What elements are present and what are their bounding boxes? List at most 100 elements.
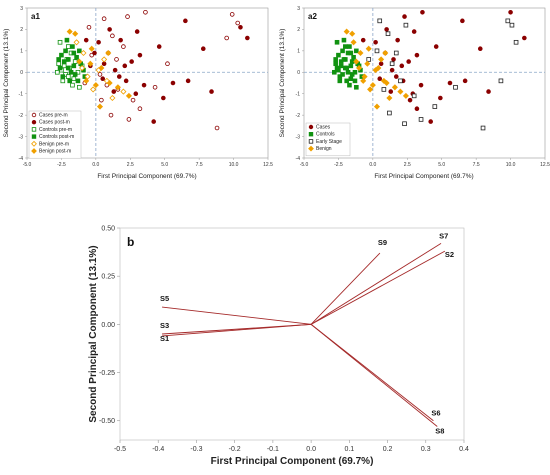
data-point — [350, 39, 357, 46]
data-point — [84, 73, 91, 80]
data-point — [341, 37, 347, 43]
data-point — [92, 50, 97, 56]
chart-b: b -0.5 -0.4 -0.3 -0.2 -0.1 0.0 0.1 0.2 0.3 0.4 0.5… — [85, 222, 475, 470]
data-point — [183, 18, 188, 24]
data-point — [344, 78, 349, 84]
y-tick-label: -2 — [296, 113, 301, 119]
y-tick-label: -1 — [19, 92, 24, 98]
data-point — [73, 39, 80, 46]
x-tick-label: 5.0 — [161, 162, 168, 168]
data-point — [372, 67, 379, 74]
legend-box — [28, 110, 82, 159]
data-point — [360, 37, 366, 43]
legend-label: Controls pre-m — [39, 127, 72, 133]
data-point — [402, 14, 407, 19]
y-tick-label: 2 — [20, 27, 23, 33]
data-point — [338, 63, 344, 69]
data-point — [61, 59, 67, 64]
data-point — [505, 18, 511, 24]
data-point — [66, 44, 71, 49]
x-tick-label: 12.5 — [263, 162, 273, 168]
x-tick-label: 0.2 — [383, 446, 393, 453]
data-point — [344, 65, 349, 71]
data-point — [71, 76, 77, 82]
y-tick-label: 3 — [297, 6, 300, 12]
data-point — [522, 35, 527, 41]
y-axis-label: Second Principal Component (13.1%) — [3, 29, 10, 138]
y-tick-label: 2 — [297, 27, 300, 33]
data-point — [76, 58, 83, 65]
y-tick-label: 0 — [20, 70, 23, 76]
data-point — [54, 69, 60, 75]
legend-label: Cases post-m — [39, 120, 70, 126]
plot-frame — [119, 227, 465, 441]
data-point — [96, 103, 104, 110]
data-point — [74, 54, 79, 60]
x-tick-label: 10.0 — [229, 162, 239, 168]
data-point — [137, 52, 143, 58]
data-point — [384, 27, 389, 32]
legend-marker — [308, 139, 314, 144]
y-tick-label: 1 — [297, 49, 300, 55]
y-tick-label: -2 — [19, 113, 24, 119]
data-point — [360, 77, 367, 84]
data-point — [498, 78, 504, 84]
data-point — [352, 78, 358, 84]
vector-label: S6 — [431, 409, 440, 418]
data-point — [101, 56, 108, 63]
data-point — [70, 82, 75, 88]
x-tick-label: 2.5 — [127, 162, 134, 168]
y-axis-label: Second Principal Component (13.1%) — [88, 245, 99, 422]
data-point — [508, 9, 513, 15]
data-point — [165, 61, 170, 67]
data-point — [99, 97, 104, 103]
data-point — [432, 104, 438, 109]
panel-label: a2 — [308, 12, 317, 21]
data-point — [125, 14, 130, 19]
data-point — [60, 78, 66, 84]
x-tick-label: 0.0 — [92, 162, 99, 168]
data-point — [123, 78, 129, 84]
data-point — [156, 44, 162, 49]
y-tick-label: -1 — [296, 92, 301, 98]
x-tick-label: -0.1 — [267, 446, 279, 453]
x-tick-label: 0.0 — [306, 446, 316, 453]
x-axis-label: First Principal Component (69.7%) — [374, 173, 473, 180]
legend-marker — [31, 148, 37, 154]
data-point — [67, 78, 72, 84]
data-point — [367, 86, 374, 93]
data-point — [245, 35, 250, 41]
data-point — [143, 9, 148, 15]
data-point — [59, 52, 64, 58]
data-point — [336, 67, 341, 73]
data-point — [66, 57, 71, 62]
loading-vector — [310, 243, 442, 325]
data-point — [87, 60, 94, 67]
data-point — [347, 44, 352, 49]
data-point — [116, 74, 122, 79]
data-point — [411, 29, 417, 34]
data-point — [391, 84, 398, 91]
data-point — [402, 121, 407, 127]
data-point — [209, 89, 214, 94]
data-point — [133, 91, 139, 97]
chart-b-svg: b -0.5 -0.4 -0.3 -0.2 -0.1 0.0 0.1 0.2 0.3 0.4 0.5… — [88, 226, 469, 468]
x-tick-label: 2.5 — [404, 162, 411, 168]
data-point — [364, 60, 371, 67]
data-point — [77, 84, 82, 90]
data-point — [126, 117, 132, 122]
data-point — [460, 18, 465, 24]
data-point — [151, 119, 156, 124]
vector-label: S9 — [378, 238, 387, 247]
data-point — [108, 112, 114, 118]
data-point — [72, 72, 78, 77]
data-point — [111, 89, 117, 94]
data-point — [122, 63, 128, 69]
data-point — [98, 64, 105, 72]
panel-label: b — [127, 235, 134, 249]
data-point — [130, 97, 136, 103]
y-tick-label: 0.25 — [101, 274, 115, 281]
data-point — [56, 57, 61, 62]
data-point — [341, 57, 347, 62]
data-point — [345, 69, 351, 75]
